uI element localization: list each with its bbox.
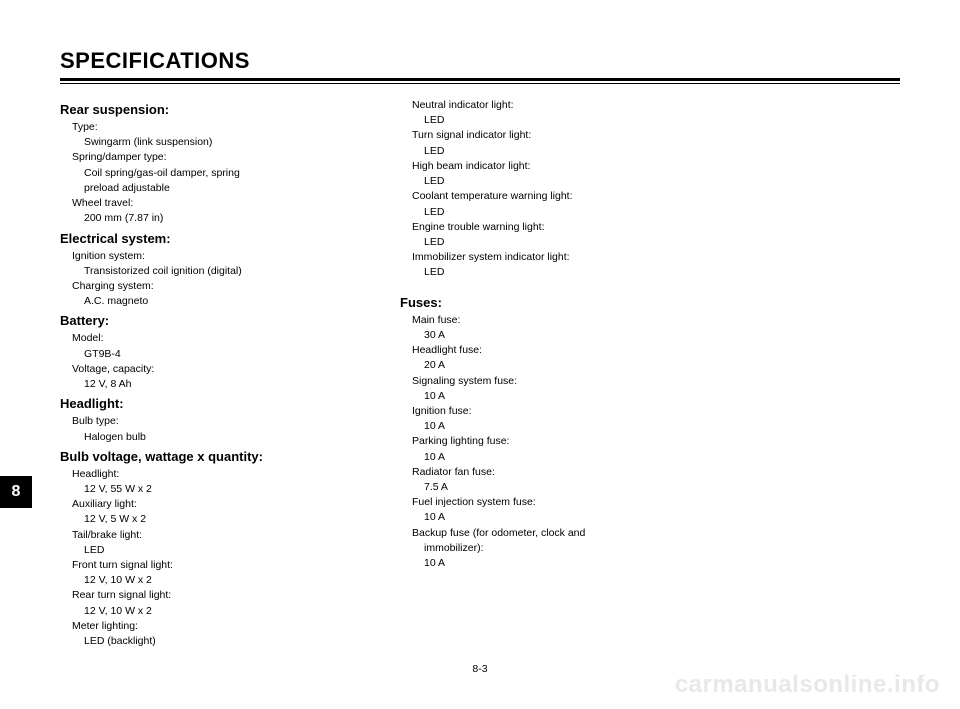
title-rule-thick xyxy=(60,78,900,81)
label-model: Model: xyxy=(72,331,350,346)
value-turn-ind: LED xyxy=(424,144,690,159)
label-hl-fuse: Headlight fuse: xyxy=(412,343,690,358)
value-engine: LED xyxy=(424,235,690,250)
value-front-turn: 12 V, 10 W x 2 xyxy=(84,573,350,588)
label-turn-ind: Turn signal indicator light: xyxy=(412,128,690,143)
label-ignition: Ignition system: xyxy=(72,249,350,264)
label-backup-fuse-2: immobilizer): xyxy=(424,541,690,556)
label-main-fuse: Main fuse: xyxy=(412,313,690,328)
label-charging: Charging system: xyxy=(72,279,350,294)
label-high-beam: High beam indicator light: xyxy=(412,159,690,174)
value-rear-turn: 12 V, 10 W x 2 xyxy=(84,604,350,619)
label-spring: Spring/damper type: xyxy=(72,150,350,165)
heading-headlight: Headlight: xyxy=(60,396,350,411)
label-sig-fuse: Signaling system fuse: xyxy=(412,374,690,389)
value-rad-fuse: 7.5 A xyxy=(424,480,690,495)
label-backup-fuse-1: Backup fuse (for odometer, clock and xyxy=(412,526,690,541)
chapter-tab: 8 xyxy=(0,476,32,508)
value-backup-fuse: 10 A xyxy=(424,556,690,571)
label-tail: Tail/brake light: xyxy=(72,528,350,543)
label-neutral: Neutral indicator light: xyxy=(412,98,690,113)
label-front-turn: Front turn signal light: xyxy=(72,558,350,573)
value-ign-fuse: 10 A xyxy=(424,419,690,434)
label-rad-fuse: Radiator fan fuse: xyxy=(412,465,690,480)
label-inj-fuse: Fuel injection system fuse: xyxy=(412,495,690,510)
watermark: carmanualsonline.info xyxy=(675,671,940,699)
label-coolant: Coolant temperature warning light: xyxy=(412,189,690,204)
value-voltage-cap: 12 V, 8 Ah xyxy=(84,377,350,392)
value-model: GT9B-4 xyxy=(84,347,350,362)
page-number: 8-3 xyxy=(472,663,487,675)
label-travel: Wheel travel: xyxy=(72,196,350,211)
value-spring-1: Coil spring/gas-oil damper, spring xyxy=(84,166,350,181)
label-park-fuse: Parking lighting fuse: xyxy=(412,434,690,449)
heading-rear-suspension: Rear suspension: xyxy=(60,102,350,117)
heading-fuses: Fuses: xyxy=(400,295,690,310)
label-bulb-type: Bulb type: xyxy=(72,414,350,429)
value-bulb-type: Halogen bulb xyxy=(84,430,350,445)
label-aux: Auxiliary light: xyxy=(72,497,350,512)
column-right: Neutral indicator light: LED Turn signal… xyxy=(400,98,690,649)
label-hl-bulb: Headlight: xyxy=(72,467,350,482)
value-coolant: LED xyxy=(424,205,690,220)
value-high-beam: LED xyxy=(424,174,690,189)
value-meter: LED (backlight) xyxy=(84,634,350,649)
value-type: Swingarm (link suspension) xyxy=(84,135,350,150)
value-travel: 200 mm (7.87 in) xyxy=(84,211,350,226)
value-park-fuse: 10 A xyxy=(424,450,690,465)
label-rear-turn: Rear turn signal light: xyxy=(72,588,350,603)
value-immobilizer: LED xyxy=(424,265,690,280)
value-inj-fuse: 10 A xyxy=(424,510,690,525)
heading-bulb-voltage: Bulb voltage, wattage x quantity: xyxy=(60,449,350,464)
value-tail: LED xyxy=(84,543,350,558)
value-neutral: LED xyxy=(424,113,690,128)
value-hl-bulb: 12 V, 55 W x 2 xyxy=(84,482,350,497)
heading-electrical: Electrical system: xyxy=(60,231,350,246)
label-voltage-cap: Voltage, capacity: xyxy=(72,362,350,377)
title-rule-thin xyxy=(60,83,900,84)
value-charging: A.C. magneto xyxy=(84,294,350,309)
value-aux: 12 V, 5 W x 2 xyxy=(84,512,350,527)
column-left: Rear suspension: Type: Swingarm (link su… xyxy=(60,98,350,649)
page-title: SPECIFICATIONS xyxy=(60,48,900,74)
value-hl-fuse: 20 A xyxy=(424,358,690,373)
label-engine: Engine trouble warning light: xyxy=(412,220,690,235)
label-type: Type: xyxy=(72,120,350,135)
value-spring-2: preload adjustable xyxy=(84,181,350,196)
label-meter: Meter lighting: xyxy=(72,619,350,634)
spacer xyxy=(400,281,690,291)
heading-battery: Battery: xyxy=(60,313,350,328)
content-columns: Rear suspension: Type: Swingarm (link su… xyxy=(60,98,900,649)
value-main-fuse: 30 A xyxy=(424,328,690,343)
label-immobilizer: Immobilizer system indicator light: xyxy=(412,250,690,265)
value-sig-fuse: 10 A xyxy=(424,389,690,404)
value-ignition: Transistorized coil ignition (digital) xyxy=(84,264,350,279)
label-ign-fuse: Ignition fuse: xyxy=(412,404,690,419)
